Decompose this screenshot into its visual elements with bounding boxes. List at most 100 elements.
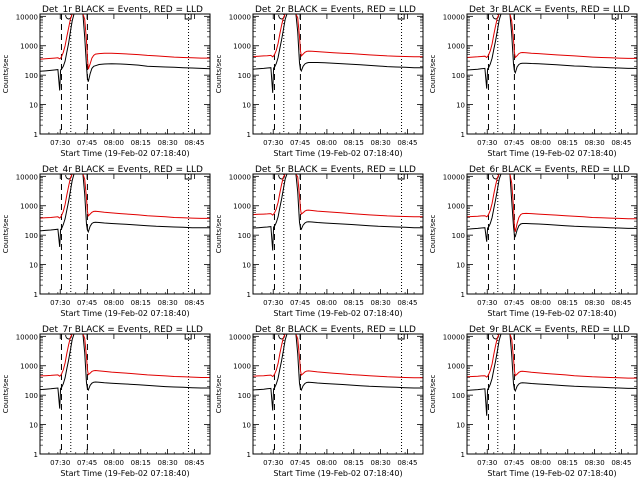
x-axis-label: Start Time (19-Feb-02 07:18:40) <box>60 469 189 478</box>
x-tick-label: 08:15 <box>131 299 151 307</box>
x-tick-label: 08:30 <box>584 299 604 307</box>
panel-title: Det_1r BLACK = Events, RED = LLD <box>42 5 203 15</box>
x-tick-label: 08:15 <box>344 459 364 467</box>
y-tick-label: 1 <box>461 131 465 139</box>
x-tick-label: 08:45 <box>184 139 204 147</box>
y-tick-label: 10000 <box>16 333 38 341</box>
event-symbol-n <box>184 174 192 180</box>
y-tick-label: 10000 <box>229 13 251 21</box>
x-tick-label: 08:30 <box>584 459 604 467</box>
x-axis-label: Start Time (19-Feb-02 07:18:40) <box>273 149 402 158</box>
lld-series-line <box>40 14 210 70</box>
y-tick-label: 10 <box>242 262 251 270</box>
x-tick-label: 08:30 <box>584 139 604 147</box>
y-axis-label: Counts/sec <box>2 375 10 414</box>
plot-frame <box>252 333 424 455</box>
y-tick-label: 1000 <box>447 43 465 51</box>
x-tick-label: 08:15 <box>558 459 578 467</box>
x-tick-label: 07:30 <box>477 459 497 467</box>
x-tick-label: 08:15 <box>558 299 578 307</box>
y-axis-label: Counts/sec <box>215 375 223 414</box>
y-tick-label: 100 <box>238 72 251 80</box>
y-tick-label: 100 <box>25 72 38 80</box>
x-axis-label: Start Time (19-Feb-02 07:18:40) <box>60 309 189 318</box>
panel-title: Det_7r BLACK = Events, RED = LLD <box>42 325 203 335</box>
x-tick-label: 08:00 <box>317 299 337 307</box>
events-series-line <box>40 174 210 247</box>
panel-title: Det_9r BLACK = Events, RED = LLD <box>469 325 630 335</box>
x-axis-label: Start Time (19-Feb-02 07:18:40) <box>273 469 402 478</box>
panel-title: Det_4r BLACK = Events, RED = LLD <box>42 165 203 175</box>
panel-title: Det_2r BLACK = Events, RED = LLD <box>255 5 416 15</box>
x-tick-label: 08:00 <box>104 459 124 467</box>
panel-7: Det_7r BLACK = Events, RED = LLD Counts/s… <box>2 325 211 478</box>
y-tick-label: 10000 <box>229 333 251 341</box>
event-symbol-n <box>611 14 619 20</box>
events-series-line <box>253 174 423 251</box>
lld-series-line <box>253 14 423 58</box>
y-tick-label: 10000 <box>16 173 38 181</box>
x-tick-label: 07:45 <box>77 139 97 147</box>
y-tick-label: 10000 <box>443 333 465 341</box>
x-tick-label: 07:45 <box>290 459 310 467</box>
plot-frame <box>39 333 211 455</box>
y-tick-label: 10 <box>242 422 251 430</box>
y-tick-label: 1 <box>34 451 38 459</box>
lld-series-line <box>467 174 637 232</box>
x-axis-label: Start Time (19-Feb-02 07:18:40) <box>487 469 616 478</box>
y-axis-label: Counts/sec <box>215 55 223 94</box>
x-axis-label: Start Time (19-Feb-02 07:18:40) <box>60 149 189 158</box>
panel-title: Det_3r BLACK = Events, RED = LLD <box>469 5 630 15</box>
x-tick-label: 08:15 <box>558 139 578 147</box>
plot-frame <box>252 173 424 295</box>
y-tick-label: 100 <box>238 232 251 240</box>
x-tick-label: 08:00 <box>317 139 337 147</box>
events-series-line <box>253 14 423 93</box>
x-tick-label: 07:30 <box>50 459 70 467</box>
y-tick-label: 1 <box>247 131 251 139</box>
plot-frame <box>466 173 638 295</box>
x-tick-label: 08:30 <box>370 139 390 147</box>
event-symbol-n <box>397 14 405 20</box>
panel-2: Det_2r BLACK = Events, RED = LLD Counts/s… <box>215 5 424 158</box>
y-tick-label: 10 <box>29 422 38 430</box>
x-tick-label: 07:30 <box>263 139 283 147</box>
x-tick-label: 08:30 <box>157 459 177 467</box>
panel-9: Det_9r BLACK = Events, RED = LLD Counts/s… <box>429 325 638 478</box>
y-axis-label: Counts/sec <box>2 55 10 94</box>
y-tick-label: 100 <box>452 392 465 400</box>
x-tick-label: 07:45 <box>504 299 524 307</box>
y-axis-label: Counts/sec <box>429 375 437 414</box>
x-axis-label: Start Time (19-Feb-02 07:18:40) <box>487 149 616 158</box>
events-series-line <box>40 334 210 409</box>
events-series-line <box>467 174 637 242</box>
y-axis-label: Counts/sec <box>429 215 437 254</box>
x-tick-label: 08:15 <box>131 139 151 147</box>
x-tick-label: 07:45 <box>290 299 310 307</box>
y-tick-label: 1000 <box>20 363 38 371</box>
x-tick-label: 07:30 <box>50 139 70 147</box>
x-tick-label: 07:30 <box>50 299 70 307</box>
x-tick-label: 08:45 <box>397 299 417 307</box>
x-tick-label: 07:30 <box>477 139 497 147</box>
y-tick-label: 10 <box>29 262 38 270</box>
y-tick-label: 1000 <box>447 203 465 211</box>
x-tick-label: 08:45 <box>611 459 631 467</box>
x-tick-label: 08:30 <box>157 139 177 147</box>
x-tick-label: 08:30 <box>370 459 390 467</box>
lld-series-line <box>40 334 210 378</box>
panel-6: Det_6r BLACK = Events, RED = LLD Counts/s… <box>429 165 638 318</box>
y-tick-label: 100 <box>25 232 38 240</box>
event-symbol-n <box>611 174 619 180</box>
x-tick-label: 07:30 <box>477 299 497 307</box>
x-tick-label: 07:45 <box>77 299 97 307</box>
y-tick-label: 1 <box>247 451 251 459</box>
panel-title: Det_6r BLACK = Events, RED = LLD <box>469 165 630 175</box>
y-tick-label: 1 <box>34 131 38 139</box>
y-tick-label: 1 <box>34 291 38 299</box>
y-axis-label: Counts/sec <box>2 215 10 254</box>
x-tick-label: 08:00 <box>317 459 337 467</box>
x-tick-label: 07:45 <box>504 139 524 147</box>
x-tick-label: 08:45 <box>184 299 204 307</box>
